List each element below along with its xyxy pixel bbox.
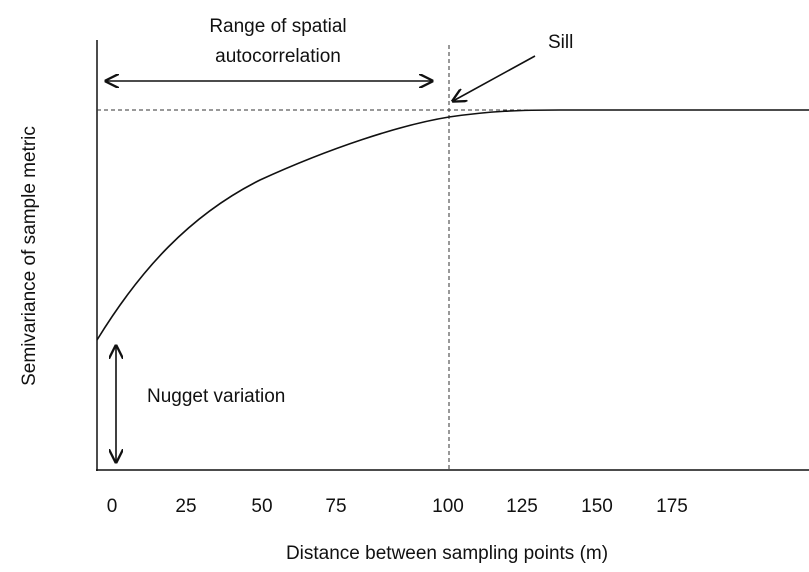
y-axis-label: Semivariance of sample metric (19, 126, 40, 386)
range-label: Range of spatial (209, 16, 346, 37)
x-tick-label: 100 (432, 496, 464, 517)
x-tick-label: 125 (506, 496, 538, 517)
x-tick-label: 50 (251, 496, 272, 517)
x-tick-label: 175 (656, 496, 688, 517)
x-tick-label: 25 (175, 496, 196, 517)
x-tick-label: 0 (107, 496, 118, 517)
sill-arrow (453, 55, 536, 101)
x-tick-label: 150 (581, 496, 613, 517)
semivariogram-curve (96, 109, 809, 341)
range-label: autocorrelation (215, 46, 341, 67)
x-tick-label: 75 (325, 496, 346, 517)
x-axis-label: Distance between sampling points (m) (286, 543, 608, 564)
nugget-label: Nugget variation (147, 386, 285, 407)
sill-label: Sill (548, 32, 573, 53)
